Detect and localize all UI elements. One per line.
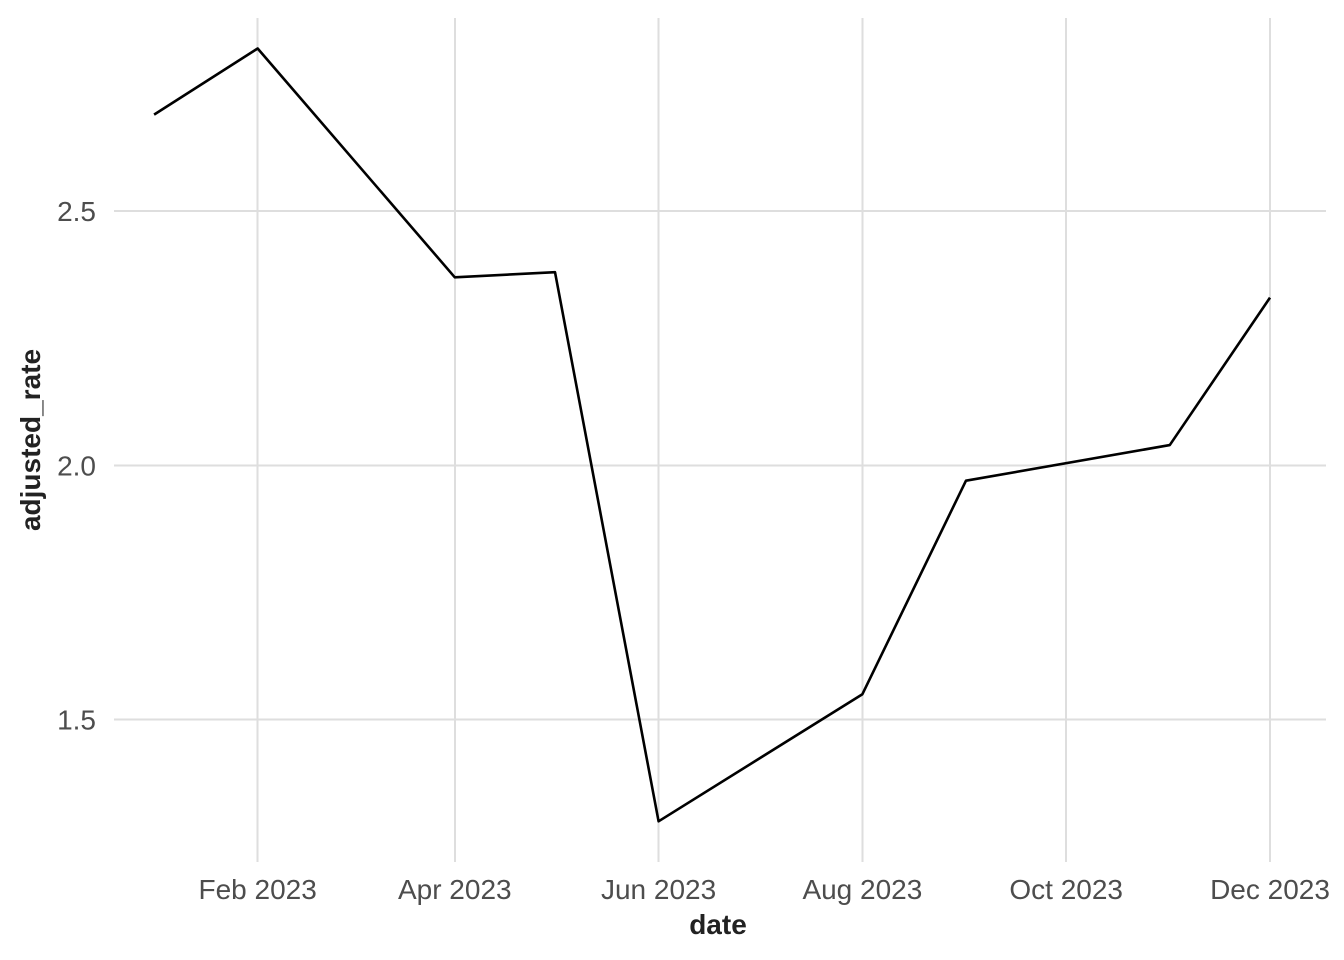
- x-tick-label: Apr 2023: [398, 874, 512, 905]
- y-tick-label: 2.5: [57, 196, 96, 227]
- series-line: [153, 47, 1272, 823]
- y-axis-title: adjusted_rate: [15, 349, 46, 531]
- x-tick-labels: Feb 2023 Apr 2023 Jun 2023 Aug 2023 Oct 2023…: [199, 874, 1330, 905]
- x-axis-title: date: [689, 909, 747, 940]
- y-tick-label: 2.0: [57, 450, 96, 481]
- y-tick-label: 1.5: [57, 705, 96, 736]
- x-tick-label: Jun 2023: [601, 874, 716, 905]
- grid-lines: [114, 18, 1326, 862]
- y-tick-labels: 1.5 2.0 2.5: [57, 196, 96, 735]
- x-tick-label: Oct 2023: [1009, 874, 1123, 905]
- x-tick-label: Feb 2023: [199, 874, 317, 905]
- series-layer: [153, 47, 1272, 823]
- x-tick-label: Aug 2023: [802, 874, 922, 905]
- x-tick-label: Dec 2023: [1210, 874, 1330, 905]
